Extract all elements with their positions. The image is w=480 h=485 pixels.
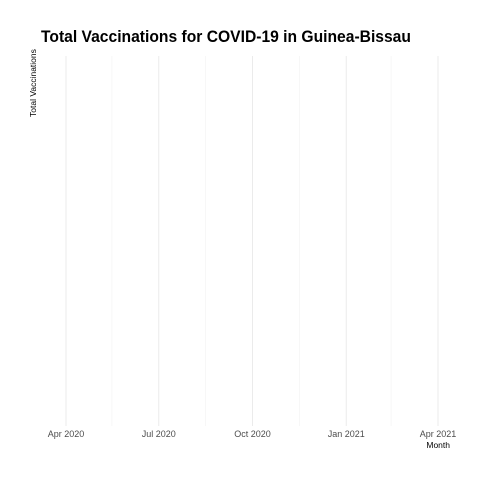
x-tick-label-0: Apr 2020 [48,429,85,439]
x-tick-label-4: Apr 2021 [420,429,457,439]
minor-gridlines [111,56,392,426]
x-tick-label-2: Oct 2020 [234,429,271,439]
x-axis-label: Month [426,440,450,450]
x-tick-label-1: Jul 2020 [142,429,176,439]
major-gridlines [65,56,439,426]
chart-title: Total Vaccinations for COVID-19 in Guine… [41,27,411,46]
y-axis-label: Total Vaccinations [28,49,38,117]
x-tick-label-3: Jan 2021 [328,429,365,439]
x-axis-tick-labels: Apr 2020 Jul 2020 Oct 2020 Jan 2021 Apr 2021 [48,429,457,439]
